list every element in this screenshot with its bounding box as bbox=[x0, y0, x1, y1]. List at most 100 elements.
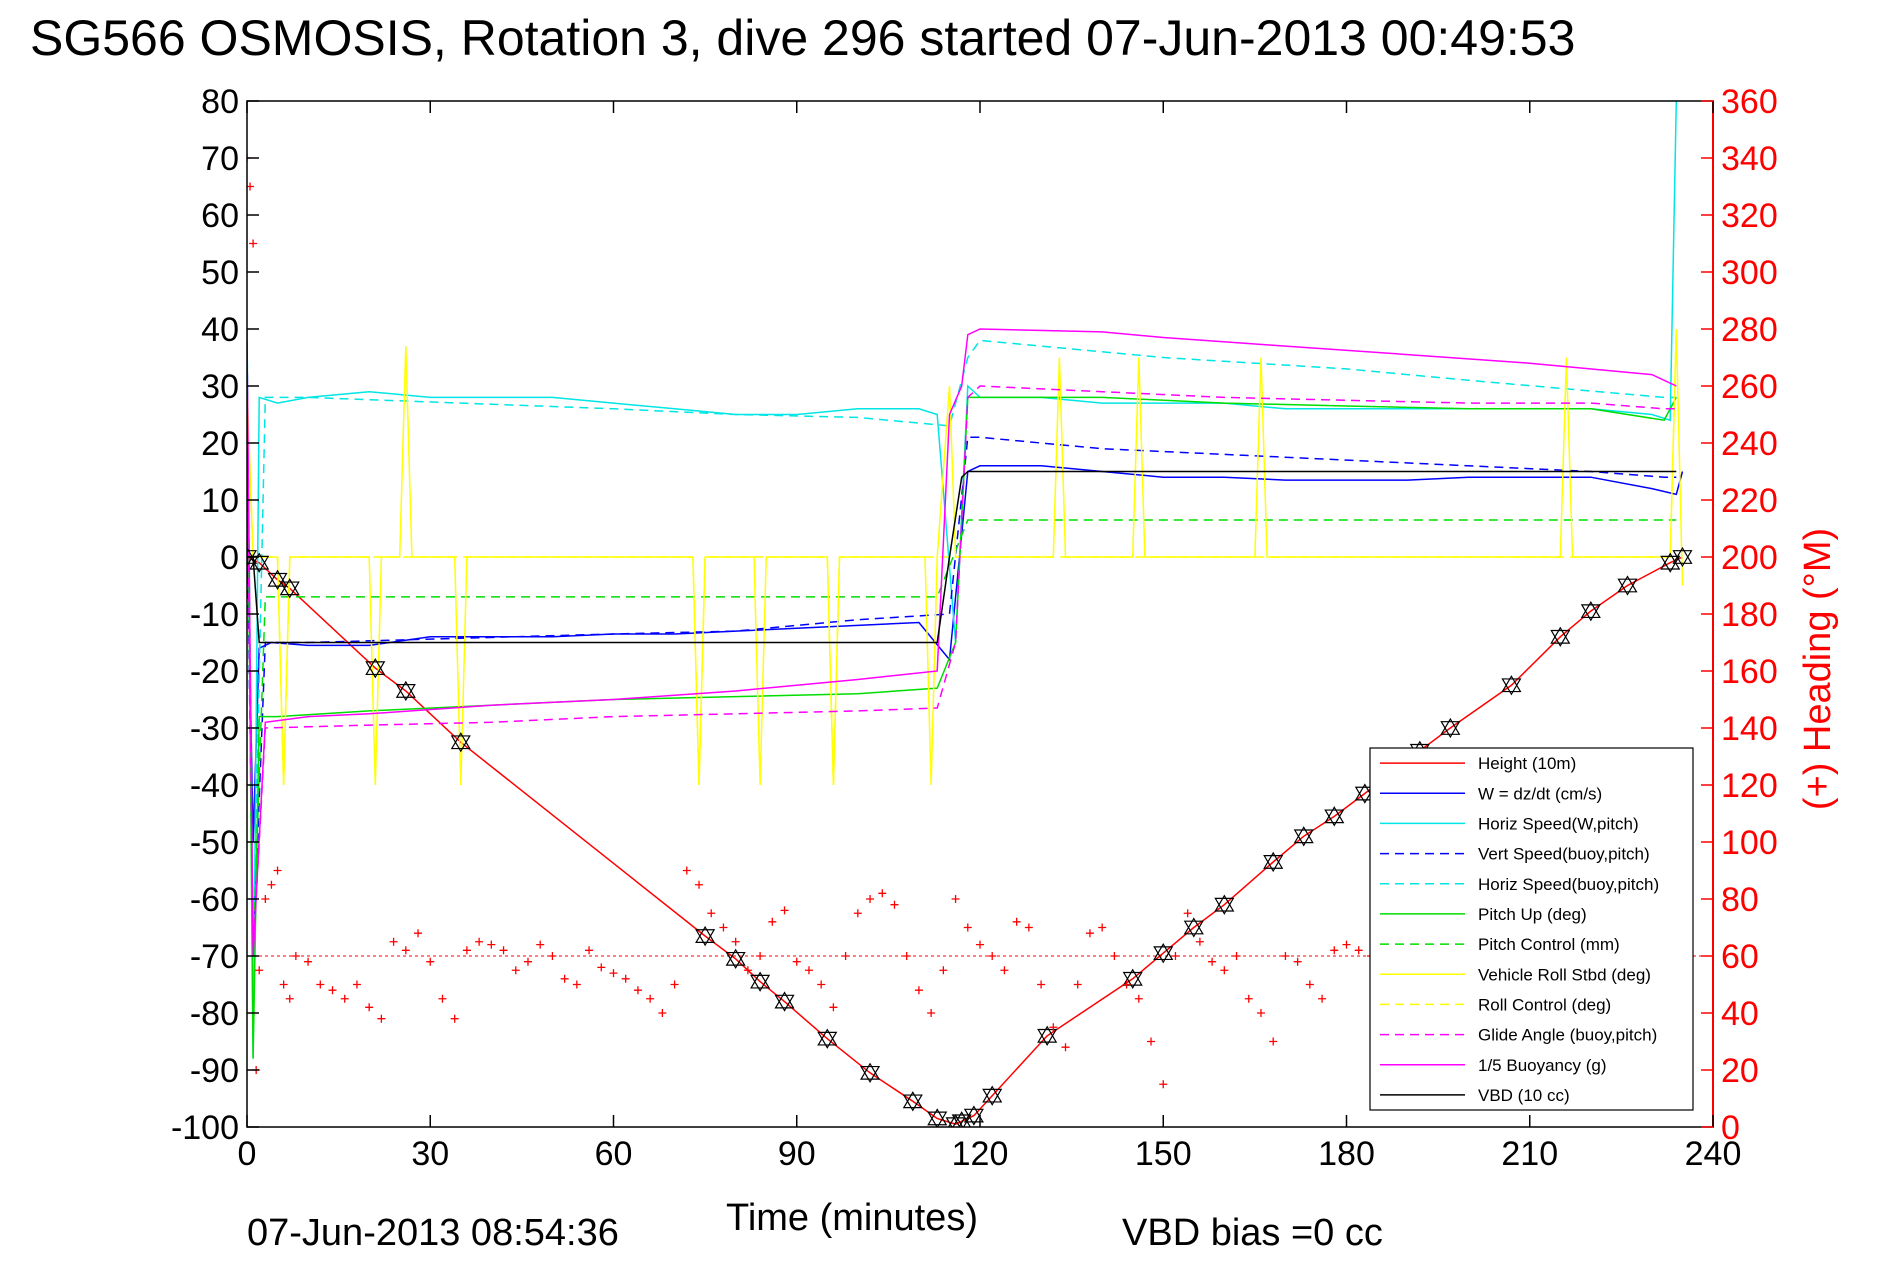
heading-point bbox=[597, 963, 606, 972]
heading-point bbox=[1330, 946, 1339, 955]
y-tick-label: 50 bbox=[201, 254, 239, 292]
legend-entry: Vert Speed(buoy,pitch) bbox=[1478, 845, 1650, 864]
height-marker bbox=[1580, 600, 1601, 622]
y-tick-label: -50 bbox=[190, 824, 239, 862]
axes: 0 30 60 90 120 150 180 210 24080706050403020100-… bbox=[171, 83, 1778, 1173]
legend: Height (10m) W = dz/dt (cm/s) Horiz Speed(… bbox=[1369, 747, 1694, 1111]
heading-point bbox=[804, 966, 813, 975]
height-marker bbox=[963, 1105, 984, 1126]
y-tick-label: 10 bbox=[201, 482, 239, 520]
heading-point bbox=[365, 1003, 374, 1012]
series-line-5 bbox=[247, 385, 1677, 1059]
chart-title: SG566 OSMOSIS, Rotation 3, dive 296 star… bbox=[30, 10, 1575, 66]
legend-entry: Roll Control (deg) bbox=[1478, 995, 1611, 1014]
legend-entry: Pitch Up (deg) bbox=[1478, 905, 1587, 924]
height-marker bbox=[279, 578, 300, 599]
height-marker bbox=[927, 1108, 948, 1127]
heading-point bbox=[609, 969, 618, 978]
heading-point bbox=[1305, 980, 1314, 989]
y-tick-label: 20 bbox=[201, 425, 239, 463]
heading-point bbox=[279, 980, 288, 989]
heading-point bbox=[682, 866, 691, 875]
height-marker bbox=[1183, 917, 1204, 938]
y-tick-label: 40 bbox=[201, 311, 239, 349]
heading-point bbox=[536, 940, 545, 949]
heading-point bbox=[1122, 980, 1131, 989]
legend-entry: Height (10m) bbox=[1478, 754, 1576, 773]
heading-point bbox=[328, 986, 337, 995]
y-tick-label: 30 bbox=[201, 368, 239, 406]
y2-axis-label: (+) Heading (°M) bbox=[1797, 528, 1839, 810]
y-tick-label: 70 bbox=[201, 140, 239, 178]
heading-point bbox=[902, 952, 911, 960]
legend-entry: VBD (10 cc) bbox=[1478, 1086, 1570, 1105]
heading-point bbox=[951, 895, 960, 903]
heading-point bbox=[304, 957, 313, 966]
heading-point bbox=[621, 974, 630, 983]
y2-tick-label: 80 bbox=[1721, 881, 1759, 919]
y-tick-label: 60 bbox=[201, 197, 239, 235]
heading-point bbox=[1000, 966, 1009, 975]
heading-point bbox=[707, 909, 716, 918]
height-marker bbox=[945, 1113, 966, 1127]
y2-tick-label: 260 bbox=[1721, 368, 1778, 406]
heading-point bbox=[249, 239, 258, 248]
heading-point bbox=[670, 980, 679, 989]
heading-point bbox=[511, 966, 520, 975]
y-tick-label: -10 bbox=[190, 596, 239, 634]
y2-tick-label: 40 bbox=[1721, 995, 1759, 1033]
y2-tick-label: 120 bbox=[1721, 767, 1778, 805]
heading-point bbox=[646, 994, 655, 1003]
y2-tick-label: 320 bbox=[1721, 197, 1778, 235]
heading-point bbox=[273, 866, 282, 875]
y2-tick-label: 60 bbox=[1721, 938, 1759, 976]
x-tick-label: 240 bbox=[1685, 1135, 1742, 1173]
heading-point bbox=[866, 895, 875, 903]
y-tick-label: 80 bbox=[201, 83, 239, 121]
height-marker bbox=[1293, 826, 1314, 847]
heading-point bbox=[1024, 923, 1033, 932]
y-tick-label: -60 bbox=[190, 881, 239, 919]
heading-point bbox=[572, 980, 581, 989]
x-tick-label: 30 bbox=[411, 1135, 449, 1173]
heading-point bbox=[426, 957, 435, 966]
heading-point bbox=[1037, 980, 1046, 989]
height-marker bbox=[1440, 717, 1461, 739]
heading-point bbox=[914, 986, 923, 995]
height-marker bbox=[1153, 942, 1174, 964]
heading-point bbox=[1318, 994, 1327, 1003]
heading-point bbox=[585, 946, 594, 955]
heading-point bbox=[1208, 957, 1217, 966]
series-line-10 bbox=[247, 328, 1677, 957]
y-tick-label: -20 bbox=[190, 653, 239, 691]
height-marker bbox=[1617, 575, 1638, 596]
y2-tick-label: 340 bbox=[1721, 140, 1778, 178]
heading-point bbox=[475, 937, 484, 946]
heading-point bbox=[976, 940, 984, 949]
y2-tick-label: 300 bbox=[1721, 254, 1778, 292]
heading-point bbox=[963, 923, 972, 932]
heading-point bbox=[1342, 940, 1351, 949]
x-tick-label: 120 bbox=[952, 1135, 1009, 1173]
heading-point bbox=[658, 1009, 667, 1017]
heading-point bbox=[1293, 957, 1302, 966]
height-marker bbox=[1354, 783, 1375, 804]
height-marker bbox=[267, 569, 288, 590]
heading-point bbox=[340, 994, 349, 1003]
series-line-6 bbox=[252, 519, 1677, 957]
height-marker bbox=[902, 1091, 923, 1112]
heading-point bbox=[1159, 1080, 1168, 1089]
heading-point bbox=[523, 957, 532, 966]
x-axis-label: Time (minutes) bbox=[726, 1197, 978, 1239]
y2-tick-label: 200 bbox=[1721, 539, 1778, 577]
heading-point bbox=[560, 974, 569, 983]
series-line-11 bbox=[247, 470, 1677, 644]
heading-point bbox=[780, 906, 789, 915]
y-tick-label: -30 bbox=[190, 710, 239, 748]
height-marker bbox=[1037, 1025, 1058, 1046]
y2-tick-label: 240 bbox=[1721, 425, 1778, 463]
heading-point bbox=[1061, 1043, 1070, 1052]
heading-point bbox=[377, 1014, 386, 1023]
heading-point bbox=[768, 917, 777, 926]
y2-tick-label: 20 bbox=[1721, 1052, 1759, 1090]
